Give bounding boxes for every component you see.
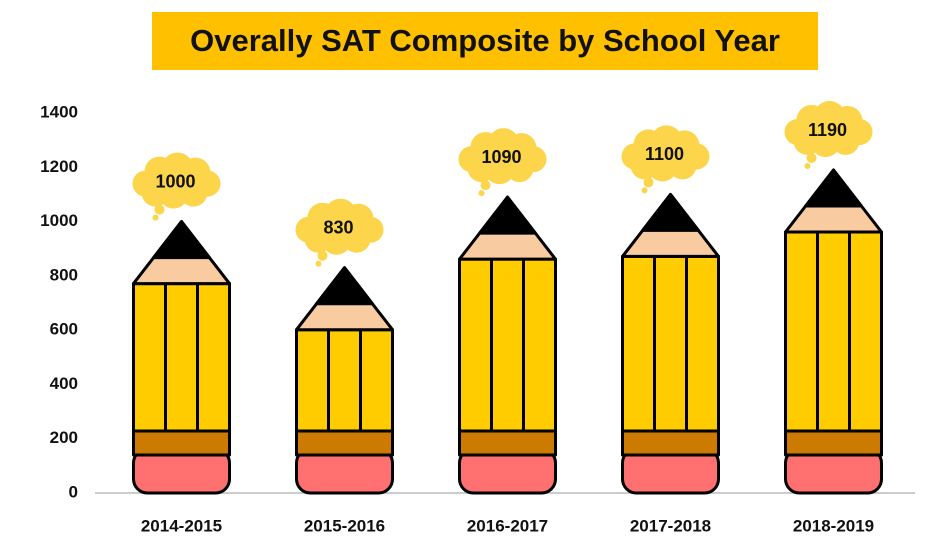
pencil	[785, 101, 882, 493]
cloud-tail	[481, 180, 491, 190]
data-label: 1090	[481, 147, 521, 167]
cloud-tail	[644, 177, 654, 187]
pencil-ferrule	[297, 431, 393, 455]
pencil-ferrule	[623, 431, 719, 455]
cloud-tail	[316, 261, 322, 267]
y-tick-label: 1000	[40, 211, 78, 230]
x-tick-label: 2015-2016	[304, 516, 385, 535]
pencil	[459, 128, 556, 493]
pencil	[133, 153, 230, 493]
pencil-body	[297, 330, 393, 431]
pencil-body	[134, 284, 230, 431]
pencil-tip	[154, 222, 210, 258]
pencil-ferrule	[786, 431, 882, 455]
cloud-tail	[153, 215, 159, 221]
x-tick-label: 2014-2015	[141, 516, 222, 535]
cloud-tail	[318, 251, 328, 261]
chart-title: Overally SAT Composite by School Year	[190, 23, 780, 58]
pencil-body	[623, 256, 719, 431]
pencil-body	[460, 259, 556, 431]
y-tick-label: 800	[50, 265, 78, 284]
y-tick-label: 400	[50, 374, 78, 393]
data-label: 1100	[645, 144, 684, 164]
data-label: 830	[323, 217, 353, 237]
y-tick-label: 200	[50, 428, 78, 447]
pencil-tip	[643, 194, 699, 230]
x-tick-label: 2018-2019	[793, 516, 874, 535]
cloud-tail	[807, 153, 817, 163]
y-tick-label: 600	[50, 320, 78, 339]
data-label: 1190	[808, 120, 847, 140]
y-tick-label: 1200	[40, 157, 78, 176]
pencil	[296, 199, 393, 493]
cloud-tail	[479, 190, 485, 196]
pencil-tip	[806, 170, 862, 206]
y-tick-label: 0	[69, 482, 78, 501]
cloud-tail	[805, 163, 811, 169]
x-tick-label: 2017-2018	[630, 516, 711, 535]
chart: Overally SAT Composite by School Year 0 2…	[0, 0, 933, 557]
x-tick-label: 2016-2017	[467, 516, 548, 535]
cloud-tail	[155, 205, 165, 215]
pencil-tip	[317, 268, 373, 304]
pencil	[622, 125, 719, 493]
cloud-tail	[642, 187, 648, 193]
pencil-ferrule	[134, 431, 230, 455]
pencil-tip	[480, 197, 536, 233]
data-label: 1000	[155, 171, 195, 191]
pencil-body	[786, 232, 882, 431]
pencil-ferrule	[460, 431, 556, 455]
y-tick-label: 1400	[40, 102, 78, 121]
